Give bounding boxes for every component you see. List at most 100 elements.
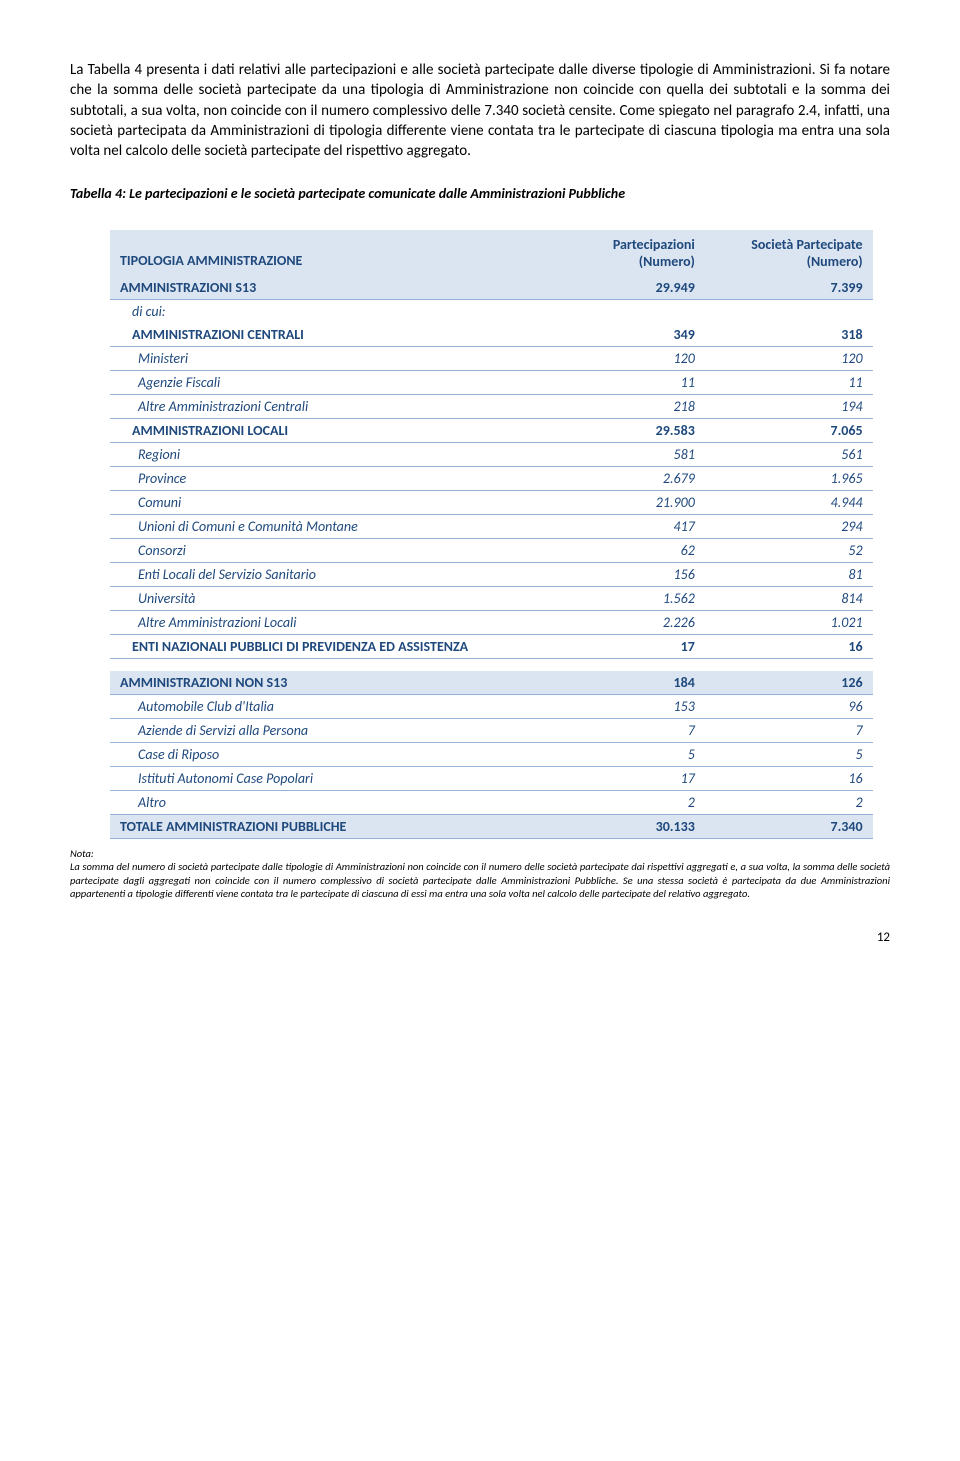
cell: 7 bbox=[552, 719, 705, 743]
row-iacp: Istituti Autonomi Case Popolari 17 16 bbox=[110, 767, 873, 791]
row-centrali: AMMINISTRAZIONI CENTRALI 349 318 bbox=[110, 323, 873, 347]
cell: 7.340 bbox=[705, 815, 873, 839]
cell: 126 bbox=[705, 671, 873, 695]
cell: Altro bbox=[110, 791, 552, 815]
row-consorzi: Consorzi 62 52 bbox=[110, 539, 873, 563]
col-header-partecipazioni: Partecipazioni (Numero) bbox=[552, 230, 705, 276]
cell: 29.583 bbox=[552, 419, 705, 443]
note-label: Nota: bbox=[70, 847, 94, 860]
cell: 7.399 bbox=[705, 276, 873, 300]
cell: 120 bbox=[552, 347, 705, 371]
cell: 29.949 bbox=[552, 276, 705, 300]
body-paragraph: La Tabella 4 presenta i dati relativi al… bbox=[70, 60, 890, 161]
cell: 417 bbox=[552, 515, 705, 539]
cell: 11 bbox=[552, 371, 705, 395]
cell: 349 bbox=[552, 323, 705, 347]
cell: 7 bbox=[705, 719, 873, 743]
col3-line2: (Numero) bbox=[807, 253, 863, 270]
cell: Università bbox=[110, 587, 552, 611]
cell: Consorzi bbox=[110, 539, 552, 563]
cell: 52 bbox=[705, 539, 873, 563]
col-header-societa: Società Partecipate (Numero) bbox=[705, 230, 873, 276]
cell: Aziende di Servizi alla Persona bbox=[110, 719, 552, 743]
row-agenzie: Agenzie Fiscali 11 11 bbox=[110, 371, 873, 395]
cell: 81 bbox=[705, 563, 873, 587]
cell: Enti Locali del Servizio Sanitario bbox=[110, 563, 552, 587]
cell: Comuni bbox=[110, 491, 552, 515]
row-totale: TOTALE AMMINISTRAZIONI PUBBLICHE 30.133 … bbox=[110, 815, 873, 839]
cell: 814 bbox=[705, 587, 873, 611]
cell: Automobile Club d'Italia bbox=[110, 695, 552, 719]
cell: 2 bbox=[552, 791, 705, 815]
cell: 318 bbox=[705, 323, 873, 347]
cell: 96 bbox=[705, 695, 873, 719]
cell: 294 bbox=[705, 515, 873, 539]
cell: Unioni di Comuni e Comunità Montane bbox=[110, 515, 552, 539]
cell: Istituti Autonomi Case Popolari bbox=[110, 767, 552, 791]
cell: Case di Riposo bbox=[110, 743, 552, 767]
cell: AMMINISTRAZIONI LOCALI bbox=[110, 419, 552, 443]
cell: Ministeri bbox=[110, 347, 552, 371]
row-enti: ENTI NAZIONALI PUBBLICI DI PREVIDENZA ED… bbox=[110, 635, 873, 659]
cell: 62 bbox=[552, 539, 705, 563]
cell: 4.944 bbox=[705, 491, 873, 515]
footnote: Nota: La somma del numero di società par… bbox=[70, 847, 890, 900]
spacer-row bbox=[110, 659, 873, 672]
row-sanitario: Enti Locali del Servizio Sanitario 156 8… bbox=[110, 563, 873, 587]
cell: 5 bbox=[705, 743, 873, 767]
cell: 2.679 bbox=[552, 467, 705, 491]
row-auto: Automobile Club d'Italia 153 96 bbox=[110, 695, 873, 719]
cell: 1.021 bbox=[705, 611, 873, 635]
cell: 156 bbox=[552, 563, 705, 587]
cell: ENTI NAZIONALI PUBBLICI DI PREVIDENZA ED… bbox=[110, 635, 552, 659]
cell: 120 bbox=[705, 347, 873, 371]
row-nons13: AMMINISTRAZIONI NON S13 184 126 bbox=[110, 671, 873, 695]
cell: 184 bbox=[552, 671, 705, 695]
row-s13: AMMINISTRAZIONI S13 29.949 7.399 bbox=[110, 276, 873, 300]
row-comuni: Comuni 21.900 4.944 bbox=[110, 491, 873, 515]
cell: 17 bbox=[552, 635, 705, 659]
note-text: La somma del numero di società partecipa… bbox=[70, 860, 890, 899]
cell: di cui: bbox=[110, 300, 552, 324]
col2-line2: (Numero) bbox=[639, 253, 695, 270]
col3-line1: Società Partecipate bbox=[751, 236, 862, 253]
row-ministeri: Ministeri 120 120 bbox=[110, 347, 873, 371]
row-regioni: Regioni 581 561 bbox=[110, 443, 873, 467]
row-aziende: Aziende di Servizi alla Persona 7 7 bbox=[110, 719, 873, 743]
cell: 1.562 bbox=[552, 587, 705, 611]
row-locali: AMMINISTRAZIONI LOCALI 29.583 7.065 bbox=[110, 419, 873, 443]
cell: 17 bbox=[552, 767, 705, 791]
row-altrecentr: Altre Amministrazioni Centrali 218 194 bbox=[110, 395, 873, 419]
cell: 7.065 bbox=[705, 419, 873, 443]
page-number: 12 bbox=[70, 930, 890, 945]
cell: 153 bbox=[552, 695, 705, 719]
cell: Agenzie Fiscali bbox=[110, 371, 552, 395]
cell: 581 bbox=[552, 443, 705, 467]
cell: AMMINISTRAZIONI S13 bbox=[110, 276, 552, 300]
row-province: Province 2.679 1.965 bbox=[110, 467, 873, 491]
cell: 16 bbox=[705, 635, 873, 659]
row-riposo: Case di Riposo 5 5 bbox=[110, 743, 873, 767]
col2-line1: Partecipazioni bbox=[613, 236, 695, 253]
cell: 16 bbox=[705, 767, 873, 791]
cell: 21.900 bbox=[552, 491, 705, 515]
cell: 30.133 bbox=[552, 815, 705, 839]
cell: TOTALE AMMINISTRAZIONI PUBBLICHE bbox=[110, 815, 552, 839]
table-caption: Tabella 4: Le partecipazioni e le societ… bbox=[70, 185, 890, 202]
cell: 561 bbox=[705, 443, 873, 467]
cell: AMMINISTRAZIONI CENTRALI bbox=[110, 323, 552, 347]
cell: 11 bbox=[705, 371, 873, 395]
cell: Province bbox=[110, 467, 552, 491]
cell: 194 bbox=[705, 395, 873, 419]
cell: 218 bbox=[552, 395, 705, 419]
cell: 2.226 bbox=[552, 611, 705, 635]
cell: 5 bbox=[552, 743, 705, 767]
cell: AMMINISTRAZIONI NON S13 bbox=[110, 671, 552, 695]
cell: Altre Amministrazioni Locali bbox=[110, 611, 552, 635]
cell: 2 bbox=[705, 791, 873, 815]
cell: Altre Amministrazioni Centrali bbox=[110, 395, 552, 419]
row-univ: Università 1.562 814 bbox=[110, 587, 873, 611]
col-header-tipologia: TIPOLOGIA AMMINISTRAZIONE bbox=[110, 230, 552, 276]
row-dicui: di cui: bbox=[110, 300, 873, 324]
cell: Regioni bbox=[110, 443, 552, 467]
